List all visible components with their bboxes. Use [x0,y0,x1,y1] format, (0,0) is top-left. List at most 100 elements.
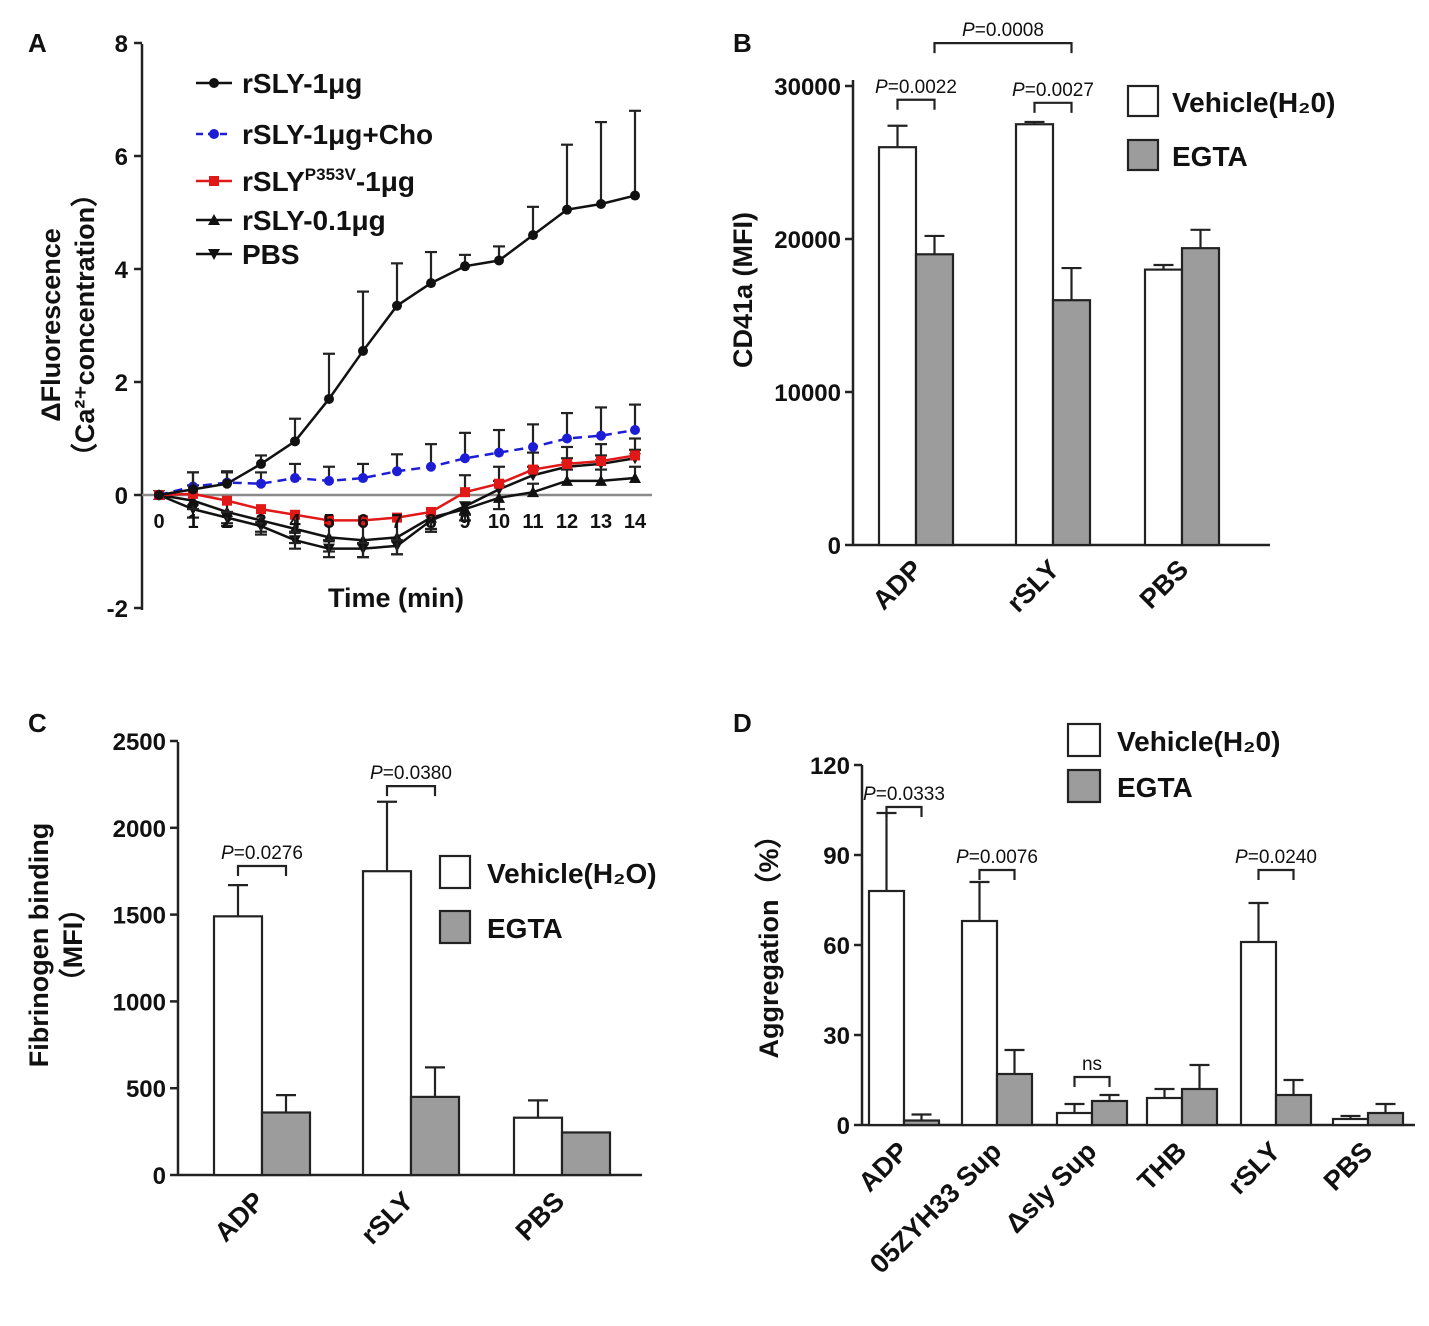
bar-egta [902,1119,941,1127]
data-point [528,464,538,475]
data-point [290,436,300,447]
legend-label-vehicle: Vehicle(H₂0) [1117,726,1280,757]
bar-egta [1051,299,1092,547]
y-tick-label: 500 [126,1076,166,1103]
bar-egta [1180,247,1221,547]
legend-marker [209,78,219,88]
y-tick-label: 8 [115,31,128,58]
bar-vehicle [1143,268,1184,547]
significance-bracket [1033,101,1073,113]
data-point [188,484,198,495]
significance-label: P=0.0333 [863,784,945,805]
y-tick-label: 2500 [113,729,166,756]
y-tick-label: 30 [823,1023,850,1050]
x-tick-label: THB [1132,1136,1192,1196]
data-point [392,512,402,523]
bar-egta [1366,1111,1405,1127]
x-tick-label: 14 [624,511,647,533]
legend-swatch-vehicle [1066,722,1102,758]
legend-label-vehicle: Vehicle(H₂0) [1172,87,1335,118]
bar-egta [914,253,955,547]
panel-a-x-label: Time (min) [328,583,464,613]
data-point [460,487,470,498]
y-tick-label: 2 [115,370,128,397]
panel-b: B 0 10000 20000 30000 CD41a (MFI) ADP rSLY PB… [728,20,1335,618]
data-point [630,450,640,461]
x-tick-label: Δsly Sup [999,1136,1102,1239]
data-point [561,474,573,486]
bar-egta [1090,1099,1129,1127]
legend-swatch-vehicle [1126,84,1160,118]
x-tick-label: 13 [590,511,612,533]
data-point [596,430,606,441]
x-tick-label: 4 [289,511,301,533]
legend-label-egta: EGTA [1172,141,1248,172]
legend-label: PBS [242,239,300,270]
data-point [527,486,539,498]
data-point [256,478,266,489]
y-tick-label: 0 [115,483,128,510]
x-tick-label: 6 [357,511,368,533]
x-tick-label: 12 [556,511,578,533]
y-tick-label: 30000 [774,74,841,101]
y-tick-label: 6 [115,144,128,171]
x-tick-label: ADP [867,554,929,616]
y-tick-label: 0 [828,533,841,560]
data-point [426,506,436,517]
panel-a: A -2 0 2 4 6 8 ΔFluorescence （Ca²⁺concentrati… [28,28,652,623]
significance-label: P=0.0276 [221,843,303,864]
y-tick-label: 2000 [113,816,166,843]
data-point [324,475,334,486]
y-tick-label: 0 [153,1163,166,1190]
data-point [460,261,470,272]
significance-label: P=0.0008 [962,20,1044,41]
bar-vehicle [1055,1111,1094,1127]
y-tick-label: 20000 [774,227,841,254]
legend-swatch-egta [438,909,472,945]
data-point [358,473,368,484]
legend-label-egta: EGTA [1117,772,1193,803]
data-point [459,503,471,515]
significance-bracket [385,785,437,797]
y-tick-label: -2 [107,596,128,623]
significance-bracket [1073,1075,1111,1087]
bar-egta [1180,1087,1219,1127]
bar-egta [995,1072,1034,1127]
x-tick-label: 9 [459,511,470,533]
data-point [460,453,470,464]
data-point [290,509,300,520]
x-tick-label: PBS [510,1186,570,1246]
significance-label: P=0.0240 [1235,847,1317,868]
panel-a-y-label-1: ΔFluorescence [36,228,66,421]
significance-bracket [236,864,288,876]
data-point [528,230,538,241]
y-tick-label: 60 [823,933,850,960]
legend-swatch-egta [1066,768,1102,804]
significance-label: P=0.0022 [875,77,957,98]
bar-egta [1274,1093,1313,1127]
data-point [630,190,640,201]
legend-label: rSLY-1μg [242,68,362,99]
legend-swatch-egta [1126,138,1160,172]
y-tick-label: 1000 [113,989,166,1016]
significance-bracket [933,42,1073,54]
data-point [494,447,504,458]
data-point [256,458,266,469]
data-point [290,473,300,484]
x-tick-label: 7 [391,511,402,533]
panel-d-y-label: Aggregation（%） [754,821,784,1058]
data-point [596,199,606,210]
x-tick-label: PBS [1134,554,1194,614]
bar-vehicle [1239,940,1278,1127]
significance-bracket [1257,868,1295,880]
bar-egta [560,1131,612,1177]
x-tick-label: 10 [488,511,510,533]
bar-vehicle [867,889,906,1127]
y-tick-label: 1500 [113,903,166,930]
y-tick-label: 90 [823,843,850,870]
data-point [154,490,164,500]
significance-label: P=0.0076 [956,847,1038,868]
data-point [562,458,572,469]
x-tick-label: rSLY [355,1186,419,1250]
